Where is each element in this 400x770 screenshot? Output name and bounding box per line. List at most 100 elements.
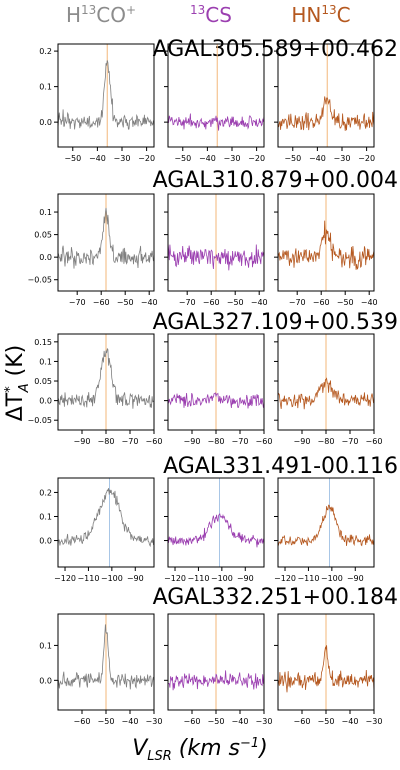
source-title-1: AGAL310.879+00.004 [153, 168, 398, 193]
spectrum-line-H13CO+ [57, 207, 155, 269]
x-tick-label: −60 [313, 298, 330, 307]
spectrum-line-H13CO+ [57, 488, 155, 548]
x-tick-label: −20 [138, 154, 155, 163]
x-tick-label: −40 [141, 298, 158, 307]
panel-frame [167, 477, 265, 568]
panel-frame [277, 477, 375, 568]
panel-frame [57, 43, 155, 148]
x-tick-label: −50 [98, 717, 115, 726]
x-tick-label: −40 [232, 717, 249, 726]
x-tick-label: −70 [232, 437, 249, 446]
panel-1-1: −70 −60 −50 −40 [164, 193, 268, 307]
panel-frame [277, 193, 375, 292]
x-tick-label: −50 [117, 298, 134, 307]
panel-3-2: −120 −110 −100 −90 [274, 477, 375, 583]
x-tick-label: −70 [289, 298, 306, 307]
x-tick-label: −30 [366, 717, 383, 726]
source-title-2: AGAL327.109+00.539 [153, 310, 398, 335]
x-tick-label: −40 [122, 717, 139, 726]
panel-frame [167, 193, 265, 292]
x-tick-label: −30 [256, 717, 273, 726]
x-tick-label: −50 [227, 298, 244, 307]
x-tick-label: −90 [127, 574, 144, 583]
x-tick-label: −100 [101, 574, 123, 583]
x-axis-label: VLSR (km s−1) [132, 736, 268, 764]
x-tick-label: −70 [69, 298, 86, 307]
column-header-0: H13CO+ [66, 3, 136, 27]
x-tick-label: −90 [347, 574, 364, 583]
x-tick-label: −50 [318, 717, 335, 726]
x-tick-label: −30 [334, 154, 351, 163]
panel-frame [57, 193, 155, 292]
x-tick-label: −60 [74, 717, 91, 726]
x-tick-label: −90 [237, 574, 254, 583]
x-tick-label: −20 [358, 154, 375, 163]
panel-4-0: −60 −50 −40 −30 0.0 0.1 [39, 613, 163, 726]
x-tick-label: −80 [318, 437, 335, 446]
column-header-2: HN13C [291, 3, 350, 27]
x-tick-label: −120 [54, 574, 76, 583]
x-tick-label: −40 [251, 298, 268, 307]
panel-0-0: −50 −40 −30 −20 0.0 0.1 0.2 [39, 43, 155, 163]
panel-0-2: −50 −40 −30 −20 [274, 43, 375, 163]
x-tick-label: −50 [337, 298, 354, 307]
y-tick-label: 0.0 [39, 118, 52, 127]
spectrum-line-13CS [167, 513, 265, 548]
spectrum-line-HN13C [277, 504, 375, 547]
x-tick-label: −40 [309, 154, 326, 163]
panel-1-0: −70 −60 −50 −40 −0.05 0.0 0.05 0.1 [27, 193, 158, 307]
panel-0-1: −50 −40 −30 −20 [164, 43, 265, 163]
y-tick-label: 0.1 [39, 83, 52, 92]
y-tick-label: 0.05 [34, 231, 52, 240]
panel-2-1: −90 −80 −70 −60 [164, 333, 272, 446]
spectrum-line-13CS [167, 242, 265, 271]
x-tick-label: −40 [89, 154, 106, 163]
spectrum-line-H13CO+ [57, 624, 155, 690]
spectrum-line-HN13C [277, 645, 375, 693]
x-tick-label: −80 [98, 437, 115, 446]
x-tick-label: −60 [366, 437, 383, 446]
x-tick-label: −90 [74, 437, 91, 446]
y-tick-label: 0.1 [39, 208, 52, 217]
y-tick-label: 0.0 [39, 537, 52, 546]
x-tick-label: −100 [321, 574, 343, 583]
panel-4-2: −60 −50 −40 −30 [274, 613, 383, 726]
spectrum-line-H13CO+ [57, 60, 155, 130]
spectrum-line-HN13C [277, 220, 375, 270]
x-tick-label: −30 [224, 154, 241, 163]
spectrum-line-13CS [167, 670, 265, 691]
x-tick-label: −70 [342, 437, 359, 446]
spectrum-line-HN13C [277, 96, 375, 131]
spectrum-line-13CS [167, 392, 265, 409]
x-tick-label: −60 [294, 717, 311, 726]
y-tick-label: 0.1 [39, 512, 52, 521]
x-tick-label: −40 [199, 154, 216, 163]
x-tick-label: −20 [248, 154, 265, 163]
x-tick-label: −100 [211, 574, 233, 583]
panel-2-2: −90 −80 −70 −60 [274, 333, 383, 446]
y-tick-label: 0.0 [39, 397, 52, 406]
x-tick-label: −30 [146, 717, 163, 726]
panel-3-0: −120 −110 −100 −90 0.0 0.1 0.2 [39, 477, 155, 583]
y-tick-label: 0.2 [39, 47, 52, 56]
source-title-4: AGAL332.251+00.184 [153, 585, 398, 610]
x-tick-label: −90 [294, 437, 311, 446]
panel-3-1: −120 −110 −100 −90 [164, 477, 265, 583]
panel-frame [57, 477, 155, 568]
x-tick-label: −110 [77, 574, 99, 583]
panel-1-2: −70 −60 −50 −40 [274, 193, 378, 307]
y-axis-label: ΔT*A (K) [3, 345, 32, 422]
x-tick-label: −110 [297, 574, 319, 583]
x-tick-label: −60 [93, 298, 110, 307]
y-tick-label: 0.0 [39, 253, 52, 262]
x-tick-label: −80 [208, 437, 225, 446]
x-tick-label: −110 [187, 574, 209, 583]
x-tick-label: −60 [146, 437, 163, 446]
x-tick-label: −50 [208, 717, 225, 726]
x-tick-label: −40 [361, 298, 378, 307]
y-tick-label: 0.05 [34, 377, 52, 386]
source-title-0: AGAL305.589+00.462 [153, 37, 398, 62]
x-tick-label: −50 [64, 154, 81, 163]
x-tick-label: −120 [274, 574, 296, 583]
